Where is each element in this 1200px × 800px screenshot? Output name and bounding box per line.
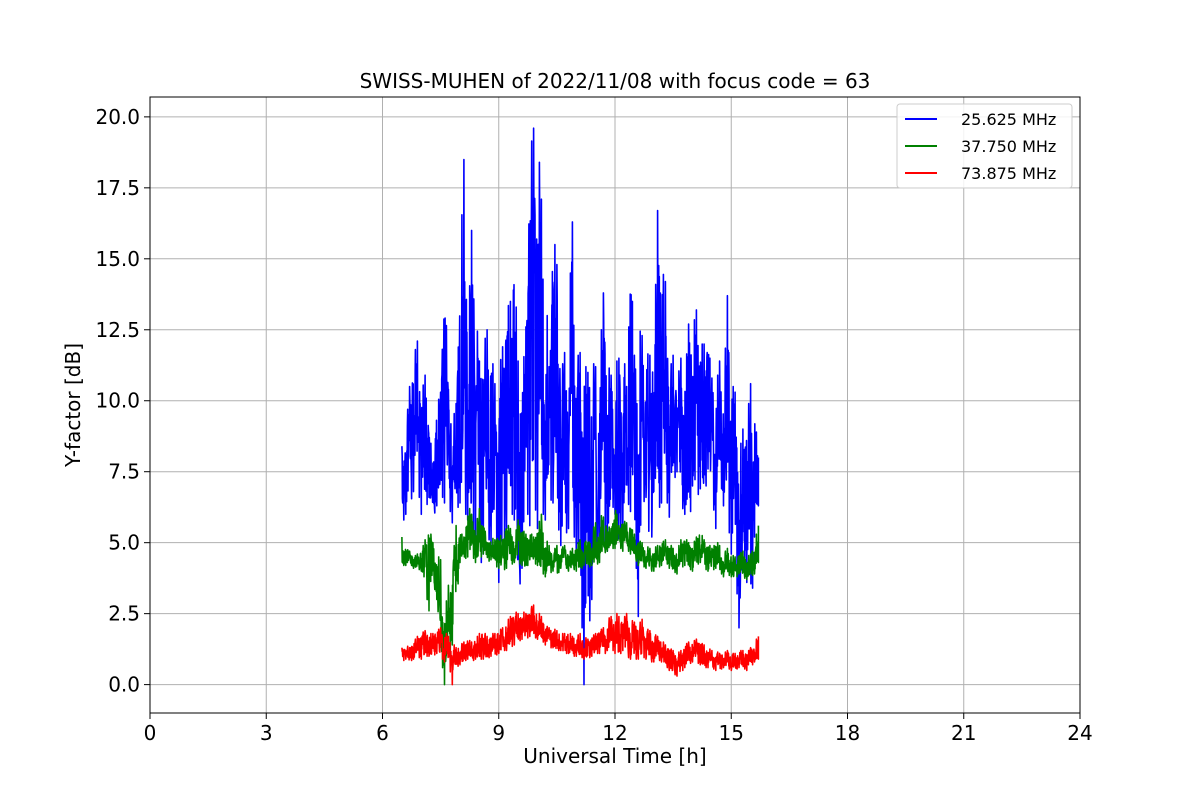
legend-label: 73.875 MHz: [961, 164, 1056, 183]
y-tick-label: 0.0: [108, 673, 140, 697]
x-tick-label: 15: [719, 721, 744, 745]
y-axis-label: Y-factor [dB]: [61, 343, 85, 468]
series-1: [401, 127, 760, 686]
y-tick-label: 20.0: [95, 105, 140, 129]
legend-label: 37.750 MHz: [961, 137, 1056, 156]
y-tick-label: 15.0: [95, 247, 140, 271]
x-axis-label: Universal Time [h]: [523, 744, 706, 768]
x-tick-label: 12: [602, 721, 627, 745]
series-2: [401, 507, 760, 686]
series-line: [401, 604, 760, 686]
y-tick-label: 7.5: [108, 460, 140, 484]
x-tick-label: 6: [376, 721, 389, 745]
series-3: [401, 604, 760, 686]
x-tick-label: 24: [1067, 721, 1092, 745]
chart-title: SWISS-MUHEN of 2022/11/08 with focus cod…: [360, 69, 871, 93]
legend-label: 25.625 MHz: [961, 110, 1056, 129]
x-tick-label: 3: [260, 721, 273, 745]
y-tick-label: 2.5: [108, 602, 140, 626]
y-axis-ticks: 0.0 2.5 5.0 7.5 10.0 12.5 15.0 17.5 20.0: [95, 105, 150, 697]
x-tick-label: 9: [492, 721, 505, 745]
y-tick-label: 10.0: [95, 389, 140, 413]
legend: 25.625 MHz 37.750 MHz 73.875 MHz: [896, 103, 1073, 189]
legend-box: [896, 103, 1073, 189]
series-line: [401, 507, 760, 686]
y-tick-label: 5.0: [108, 531, 140, 555]
x-tick-label: 21: [951, 721, 976, 745]
x-tick-label: 0: [144, 721, 157, 745]
x-tick-label: 18: [835, 721, 860, 745]
series-line: [401, 127, 760, 686]
series-layer: [401, 127, 760, 686]
y-tick-label: 12.5: [95, 318, 140, 342]
grid: [149, 97, 1081, 713]
x-axis-ticks: 0 3 6 9 12 15 18 21 24: [144, 713, 1093, 745]
y-tick-label: 17.5: [95, 176, 140, 200]
